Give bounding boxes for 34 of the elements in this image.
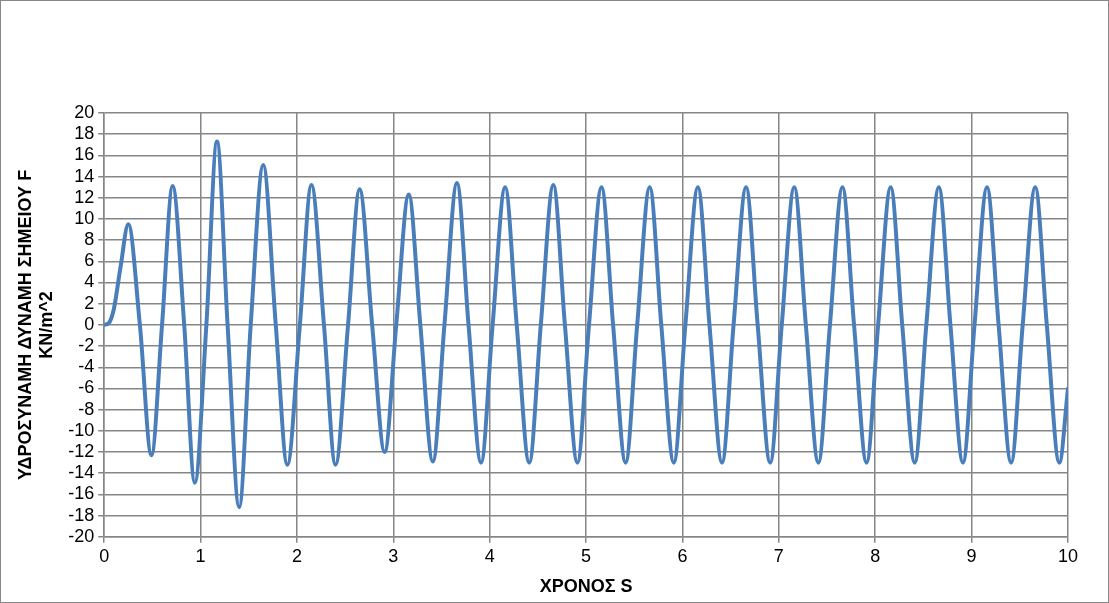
- x-tick-label: 8: [870, 545, 881, 566]
- x-tick-label: 6: [677, 545, 688, 566]
- y-tick-label: 18: [74, 123, 95, 144]
- y-tick-label: -2: [78, 335, 95, 356]
- y-tick-label: 4: [84, 271, 95, 292]
- y-tick-label: -10: [68, 419, 95, 440]
- x-tick-label: 5: [581, 545, 592, 566]
- y-tick-label: -4: [78, 356, 95, 377]
- y-tick-label: -16: [68, 483, 95, 504]
- y-tick-label: -14: [68, 462, 95, 483]
- y-tick-label: 0: [84, 313, 95, 334]
- y-tick-label: -8: [78, 398, 95, 419]
- y-axis-title: ΥΔΡΟΣΥΝΑΜΗ ΔΥΝΑΜΗ ΣΗΜΕΙΟΥ F KN/m^2: [14, 169, 57, 480]
- y-tick-label: -12: [68, 441, 95, 462]
- x-tick-label: 9: [966, 545, 977, 566]
- y-tick-label: 6: [84, 250, 95, 271]
- x-tick-label: 0: [99, 545, 110, 566]
- x-axis-title: ΧΡΟΝΟΣ S: [539, 576, 633, 597]
- y-tick-label: 14: [74, 165, 95, 186]
- y-tick-label: 12: [74, 186, 95, 207]
- x-tick-label: 7: [773, 545, 784, 566]
- y-tick-label: 8: [84, 229, 95, 250]
- y-tick-label: -20: [68, 525, 95, 546]
- y-tick-label: 2: [84, 292, 95, 313]
- x-tick-label: 4: [484, 545, 495, 566]
- y-tick-label: -18: [68, 504, 95, 525]
- y-tick-label: 20: [74, 101, 95, 122]
- y-tick-label: 16: [74, 144, 95, 165]
- x-tick-label: 10: [1057, 545, 1079, 566]
- y-tick-label: -6: [78, 377, 95, 398]
- x-tick-label: 1: [195, 545, 206, 566]
- y-tick-label: 10: [74, 207, 95, 228]
- x-tick-label: 3: [388, 545, 399, 566]
- x-tick-label: 2: [291, 545, 302, 566]
